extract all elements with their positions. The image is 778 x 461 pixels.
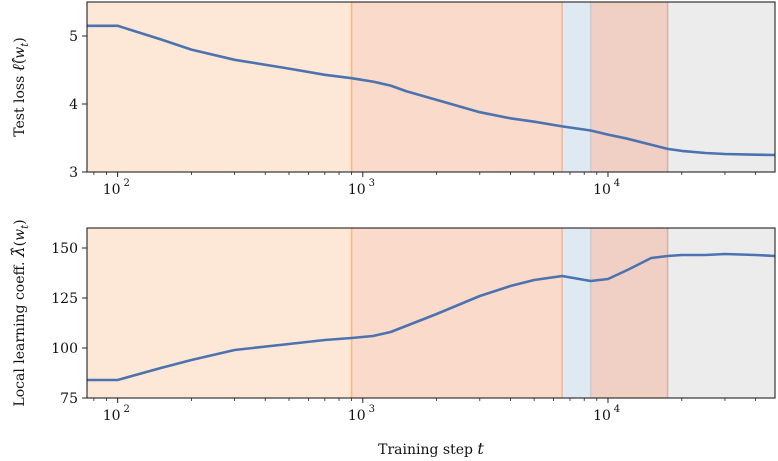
stage-band-2 (562, 228, 591, 398)
x-tick-exponent: 2 (123, 404, 129, 415)
x-tick-label: 10 (348, 408, 366, 424)
series-line (87, 252, 776, 382)
stage-band-3 (590, 2, 668, 172)
x-tick-label: 10 (103, 182, 121, 198)
x-tick-exponent: 3 (369, 178, 375, 189)
stage-band-4 (667, 2, 775, 172)
y-axis-label-arg: w (12, 229, 28, 241)
y-axis-label-text: Local learning coeff. (12, 257, 28, 406)
stage-band-0 (87, 228, 352, 398)
x-tick-exponent: 4 (614, 178, 620, 189)
stage-band-3 (590, 228, 668, 398)
y-axis-label-symbol: λ̂ (9, 246, 29, 258)
series-line (87, 24, 776, 157)
stage-band-1 (351, 2, 563, 172)
y-axis-label-sub: t (20, 224, 31, 229)
y-axis-label-arg: w (12, 47, 28, 59)
x-tick-exponent: 4 (614, 404, 620, 415)
y-axis-label-paren-open: ( (12, 59, 28, 64)
y-axis-label-text: Test loss (12, 71, 28, 137)
x-tick-exponent: 2 (123, 178, 129, 189)
y-tick-label: 4 (69, 97, 78, 113)
y-axis-label: Test loss ℓ̂(wt) (9, 37, 31, 137)
x-tick-label: 10 (593, 182, 611, 198)
x-axis-label: Training step t (378, 439, 484, 458)
y-tick-label: 5 (69, 29, 78, 45)
x-tick-label: 10 (348, 182, 366, 198)
x-tick-label: 10 (593, 408, 611, 424)
y-tick-label: 100 (51, 341, 78, 357)
x-tick-exponent: 3 (369, 404, 375, 415)
y-tick-label: 75 (60, 391, 78, 407)
y-axis-label-paren-close: ) (12, 37, 28, 42)
y-axis-label-paren-close: ) (12, 219, 28, 224)
y-tick-label: 150 (51, 241, 78, 257)
plot-frame (86, 227, 776, 399)
y-tick-label: 3 (69, 165, 78, 181)
x-axis-label-text: Training step (378, 442, 477, 458)
x-axis-title: Training step t (378, 439, 484, 458)
stage-band-2 (562, 2, 591, 172)
x-tick-label: 10 (103, 408, 121, 424)
y-axis-label-sub: t (20, 42, 31, 47)
plot-frame (86, 1, 776, 173)
y-axis-label-paren-open: ( (12, 241, 28, 246)
x-axis-label-symbol: t (477, 439, 484, 458)
y-axis-label: Local learning coeff. λ̂(wt) (9, 219, 31, 406)
y-tick-label: 125 (51, 291, 78, 307)
stage-band-1 (351, 228, 563, 398)
